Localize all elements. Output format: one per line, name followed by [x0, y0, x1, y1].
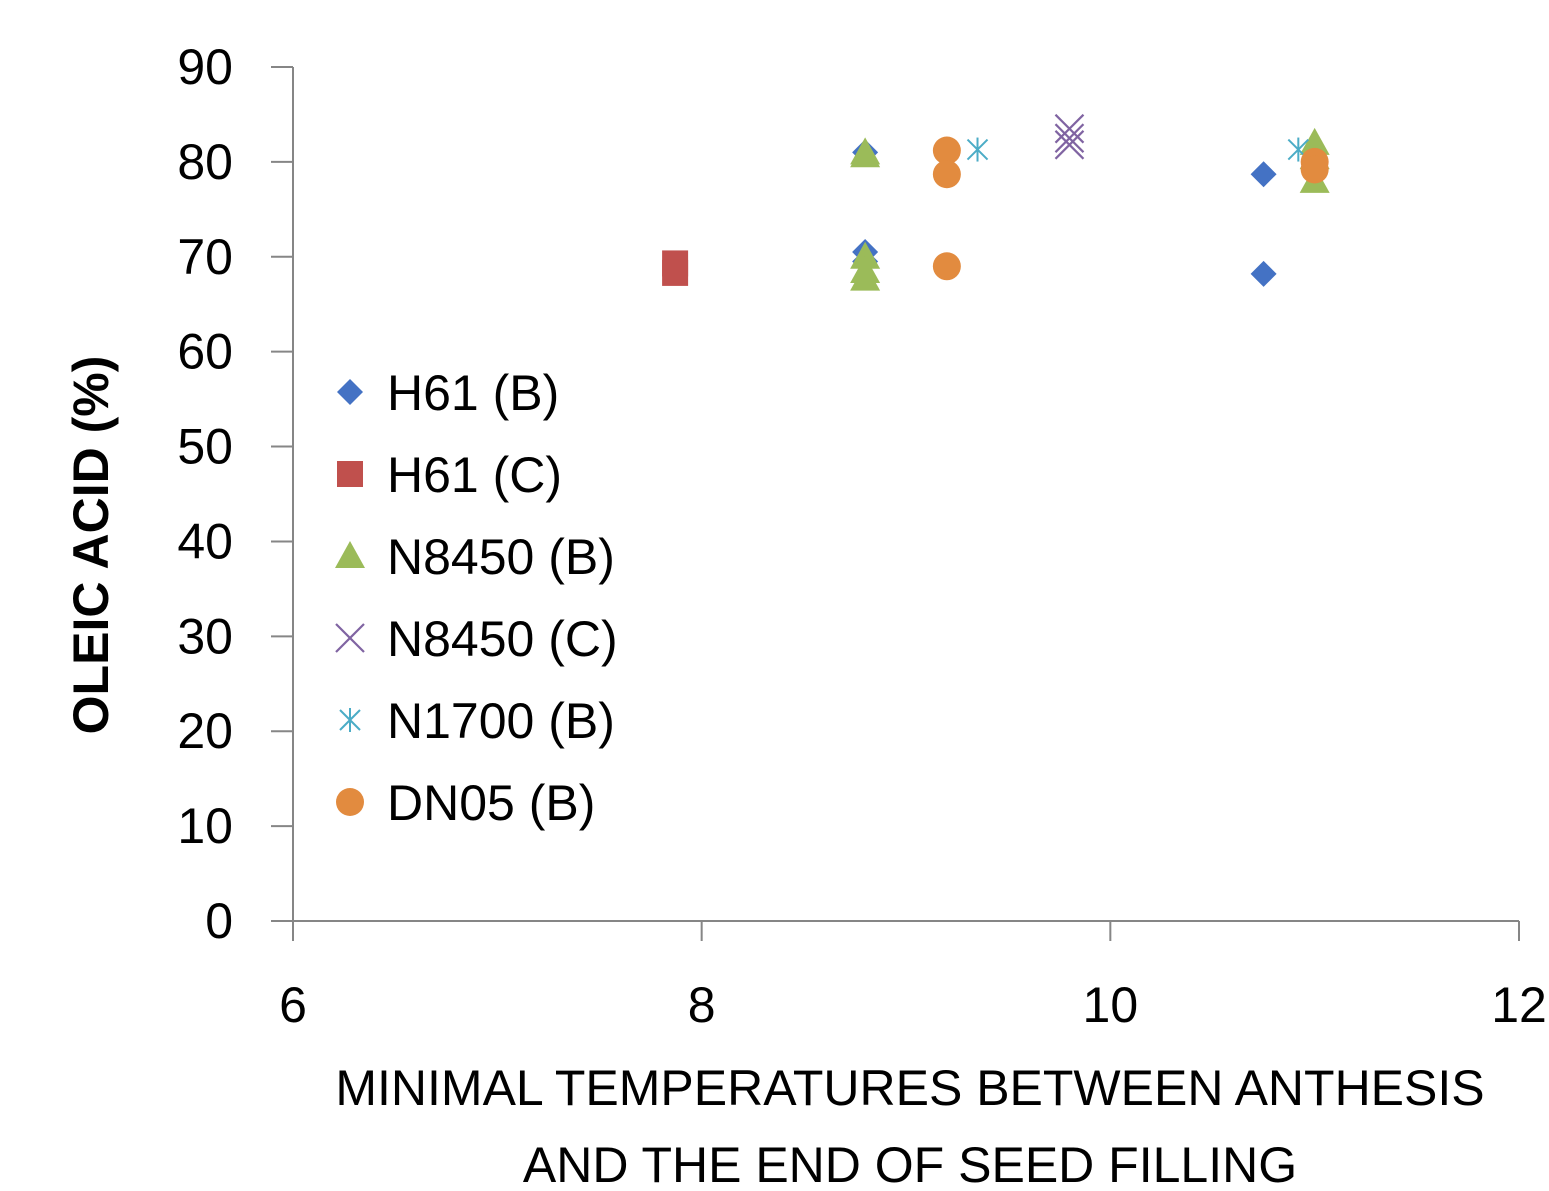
y-tick-label: 50	[177, 419, 233, 475]
legend-marker	[336, 788, 364, 816]
legend-label: DN05 (B)	[387, 775, 595, 831]
data-point	[850, 140, 881, 168]
x-tick-label: 12	[1491, 977, 1547, 1033]
series-layer	[662, 113, 1330, 291]
legend-label: H61 (C)	[387, 447, 562, 503]
data-point	[1250, 161, 1277, 188]
x-axis-title-line-2: AND THE END OF SEED FILLING	[523, 1137, 1297, 1191]
x-tick-label: 6	[279, 977, 307, 1033]
series-1	[662, 250, 689, 286]
series-3	[1054, 113, 1085, 160]
legend-item: H61 (C)	[337, 447, 562, 503]
data-point	[1299, 127, 1330, 155]
data-point	[1300, 155, 1329, 184]
data-point	[662, 259, 689, 286]
legend-label: H61 (B)	[387, 365, 559, 421]
y-axis: 0 10 20 30 40 50 60 70 80 90	[177, 39, 294, 949]
y-tick-label: 20	[177, 703, 233, 759]
y-axis-title: OLEIC ACID (%)	[63, 356, 119, 735]
legend-marker	[335, 541, 365, 568]
data-point	[1250, 260, 1277, 287]
data-point	[966, 137, 989, 162]
legend-marker	[337, 379, 363, 405]
data-point	[932, 160, 961, 189]
x-tick-label: 8	[688, 977, 716, 1033]
data-point	[1054, 130, 1085, 160]
y-tick-label: 10	[177, 798, 233, 854]
legend-item: H61 (B)	[337, 365, 559, 421]
data-point	[850, 263, 881, 291]
legend-marker	[335, 623, 365, 653]
legend: H61 (B) H61 (C) N8450 (B) N8450 (C) N1700 (B…	[335, 365, 618, 831]
series-2	[850, 127, 1330, 291]
legend-label: N8450 (B)	[387, 529, 615, 585]
x-tick-label: 10	[1083, 977, 1139, 1033]
legend-marker	[339, 708, 361, 732]
x-axis-title-line-1: MINIMAL TEMPERATURES BETWEEN ANTHESIS	[335, 1060, 1484, 1116]
legend-item: N8450 (C)	[335, 611, 618, 667]
y-tick-label: 0	[205, 893, 233, 949]
legend-item: N8450 (B)	[335, 529, 615, 585]
y-tick-label: 60	[177, 324, 233, 380]
data-point	[1054, 123, 1085, 153]
legend-marker	[337, 461, 363, 487]
y-tick-label: 90	[177, 39, 233, 95]
data-point	[850, 241, 881, 269]
legend-label: N8450 (C)	[387, 611, 618, 667]
data-point	[1054, 113, 1085, 144]
y-tick-label: 70	[177, 229, 233, 285]
x-axis: 6 8 10 12	[279, 920, 1547, 1033]
series-5	[932, 136, 1329, 281]
data-point	[932, 252, 961, 281]
legend-item: DN05 (B)	[336, 775, 595, 831]
y-tick-label: 40	[177, 513, 233, 569]
legend-label: N1700 (B)	[387, 693, 615, 749]
series-4	[966, 137, 1310, 162]
legend-item: N1700 (B)	[339, 693, 615, 749]
y-tick-label: 30	[177, 608, 233, 664]
y-tick-label: 80	[177, 134, 233, 190]
series-0	[852, 139, 1277, 287]
data-point	[932, 136, 961, 165]
